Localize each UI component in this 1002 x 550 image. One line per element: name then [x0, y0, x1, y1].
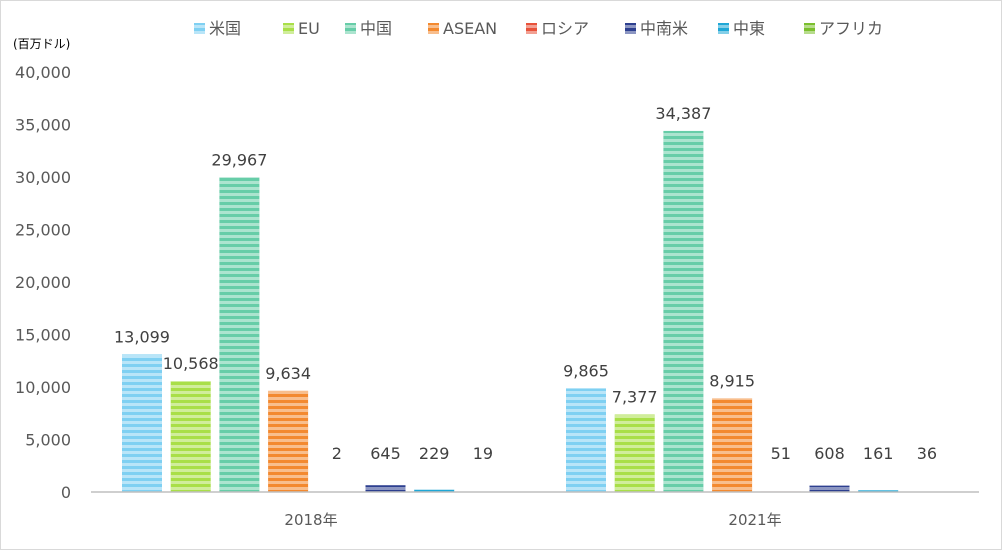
legend-item: 中国: [345, 19, 392, 38]
bar: [858, 490, 899, 492]
data-label: 9,865: [563, 361, 609, 380]
bar: [268, 390, 309, 492]
legend-label: 米国: [209, 19, 241, 38]
bar-stripes: [219, 177, 260, 492]
bar: [170, 381, 211, 492]
data-label: 13,099: [114, 327, 170, 346]
category-label: 2018年: [284, 511, 337, 529]
bars: [122, 130, 947, 492]
bar-stripes: [122, 354, 162, 492]
y-tick-label: 10,000: [15, 378, 71, 397]
y-tick-label: 30,000: [15, 168, 71, 187]
legend-swatch-stripes: [283, 23, 294, 34]
data-label: 2: [332, 444, 342, 463]
bar-stripes: [170, 381, 211, 492]
data-label: 29,967: [211, 150, 267, 169]
legend-item: 中南米: [625, 19, 688, 38]
data-label: 7,377: [612, 388, 658, 407]
x-axis: 2018年 2021年: [284, 511, 781, 529]
y-tick-label: 0: [61, 483, 71, 502]
bar: [712, 398, 753, 492]
y-tick-label: 35,000: [15, 116, 71, 135]
legend-swatch-stripes: [526, 23, 537, 34]
bar: [566, 388, 606, 492]
bar-stripes: [365, 485, 406, 492]
legend-item: アフリカ: [804, 19, 883, 38]
data-label: 9,634: [265, 364, 311, 383]
bar: [614, 414, 655, 492]
data-label: 10,568: [163, 354, 219, 373]
data-label: 8,915: [709, 371, 755, 390]
data-labels: 13,099 10,568 29,967 9,634 2 645 229 19 9,8657,3…: [114, 104, 937, 463]
bar-stripes: [663, 130, 704, 492]
bar: [414, 489, 455, 492]
y-tick-label: 15,000: [15, 326, 71, 345]
data-label: 51: [771, 444, 791, 463]
legend-item: 米国: [194, 19, 241, 38]
legend-swatch-stripes: [345, 23, 356, 34]
legend-swatch-stripes: [428, 23, 439, 34]
data-label: 161: [863, 444, 894, 463]
legend-swatch-stripes: [804, 23, 815, 34]
data-label: 19: [473, 444, 493, 463]
legend-swatch-stripes: [718, 23, 729, 34]
legend-label: アフリカ: [819, 19, 883, 38]
bar-stripes: [858, 490, 899, 492]
bar: [663, 130, 704, 492]
y-axis: 0 5,000 10,000 15,000 20,000 25,000 30,000 35,0…: [15, 63, 71, 502]
bar-stripes: [414, 489, 455, 492]
legend-label: 中国: [360, 19, 392, 38]
legend-swatch-stripes: [194, 23, 205, 34]
bar-stripes: [268, 390, 309, 492]
y-tick-label: 25,000: [15, 221, 71, 240]
legend-item: 中東: [718, 19, 765, 38]
y-tick-label: 20,000: [15, 273, 71, 292]
legend-label: 中南米: [640, 19, 688, 38]
data-label: 645: [370, 444, 401, 463]
data-label: 34,387: [655, 104, 711, 123]
legend-label: ASEAN: [443, 19, 497, 38]
bar-stripes: [712, 398, 753, 492]
data-label: 608: [814, 444, 845, 463]
legend-item: ロシア: [526, 19, 589, 38]
bar: [809, 485, 850, 492]
data-label: 36: [917, 444, 937, 463]
legend-item: EU: [283, 19, 320, 38]
category-label: 2021年: [728, 511, 781, 529]
legend-label: 中東: [733, 19, 765, 38]
legend-label: EU: [298, 19, 320, 38]
bar-stripes: [614, 414, 655, 492]
legend: 米国 EU 中国 ASEAN ロシア 中南米 中東 アフリカ: [194, 19, 883, 38]
legend-swatch-stripes: [625, 23, 636, 34]
bar-stripes: [566, 388, 606, 492]
data-label: 229: [419, 444, 450, 463]
legend-item: ASEAN: [428, 19, 497, 38]
bar: [122, 354, 162, 492]
bar-stripes: [809, 485, 850, 492]
y-tick-label: 5,000: [25, 431, 71, 450]
legend-label: ロシア: [541, 19, 589, 38]
y-tick-label: 40,000: [15, 63, 71, 82]
bar: [365, 485, 406, 492]
unit-label: (百万ドル): [13, 37, 70, 51]
bar: [219, 177, 260, 492]
